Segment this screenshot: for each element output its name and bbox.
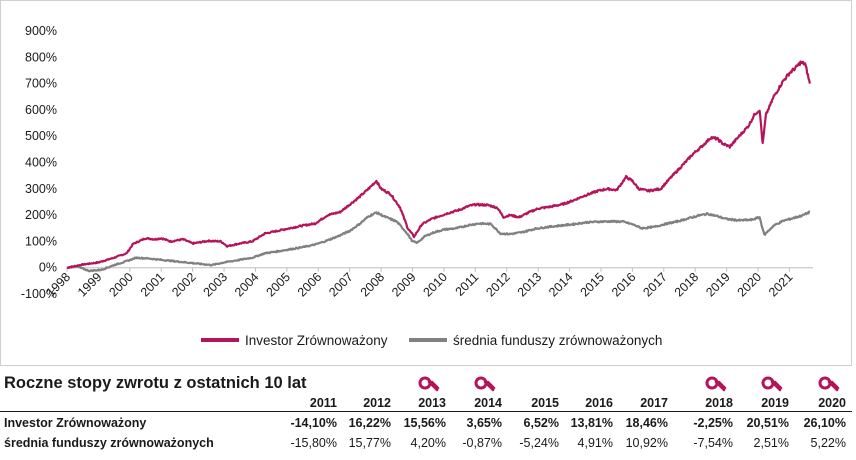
chart-panel: -100% 0% 100% 200% 300% 400% 500% 600% 700% 800% 9… (0, 0, 852, 366)
year-header: 2015 (531, 396, 559, 410)
returns-cell: 16,22% (348, 416, 391, 430)
returns-cell: -0,87% (462, 436, 502, 450)
x-tick-label: 2009 (389, 270, 419, 300)
returns-cell: 10,92% (625, 436, 668, 450)
table-divider (0, 411, 852, 412)
returns-row-label: średnia funduszy zrównoważonych (4, 436, 214, 450)
y-tick-label: 400% (25, 156, 57, 170)
x-tick-label: 2020 (735, 270, 765, 300)
x-tick-label: 1999 (75, 270, 105, 300)
x-tick-label: 2007 (326, 270, 356, 300)
chart-legend: Investor Zrównoważony średnia funduszy z… (201, 333, 662, 348)
legend-label-average: średnia funduszy zrównoważonych (453, 333, 662, 348)
x-tick-label: 2019 (703, 270, 733, 300)
x-tick-label: 2000 (106, 270, 136, 300)
award-badge-icon (761, 376, 783, 392)
x-tick-label: 2011 (453, 270, 482, 299)
returns-cell: -15,80% (290, 436, 337, 450)
year-header: 2020 (818, 396, 846, 410)
year-header: 2013 (418, 396, 446, 410)
y-axis-ticks: -100% 0% 100% 200% 300% 400% 500% 600% 700% 800% 9… (21, 24, 57, 301)
year-header: 2017 (640, 396, 668, 410)
x-tick-label: 2018 (672, 270, 702, 300)
x-tick-label: 2008 (358, 270, 388, 300)
returns-table-title: Roczne stopy zwrotu z ostatnich 10 lat (4, 374, 307, 392)
x-tick-label: 2015 (578, 270, 608, 300)
returns-cell: -5,24% (519, 436, 559, 450)
x-tick-label: 2005 (263, 270, 293, 300)
line-chart: -100% 0% 100% 200% 300% 400% 500% 600% 700% 800% 9… (21, 24, 813, 348)
returns-cell: -2,25% (693, 416, 733, 430)
x-tick-label: 2016 (609, 270, 639, 300)
award-badge-icon (474, 376, 496, 392)
x-tick-label: 2001 (138, 270, 168, 300)
series-line-investor (66, 60, 811, 269)
y-tick-label: 200% (25, 208, 57, 222)
legend-label-investor: Investor Zrównoważony (245, 333, 388, 348)
x-axis-ticks: 1998 1999 2000 2001 2002 2003 2004 2005 2006 2007… (44, 267, 796, 300)
returns-cell: 18,46% (625, 416, 668, 430)
year-header: 2016 (585, 396, 613, 410)
returns-cell: 13,81% (570, 416, 613, 430)
year-header: 2012 (363, 396, 391, 410)
year-header: 2019 (761, 396, 789, 410)
returns-cell: 5,22% (810, 436, 846, 450)
y-tick-label: 800% (25, 50, 57, 64)
award-badge-icon (418, 376, 440, 392)
returns-cell: 4,91% (577, 436, 613, 450)
year-header: 2011 (309, 396, 337, 410)
y-tick-label: 900% (25, 24, 57, 38)
returns-cell: 20,51% (746, 416, 789, 430)
y-tick-label: 600% (25, 103, 57, 117)
award-badge-icon (818, 376, 840, 392)
returns-cell: -14,10% (290, 416, 337, 430)
x-tick-label: 2002 (169, 270, 199, 300)
x-tick-label: 2021 (766, 270, 796, 300)
returns-cell: 15,77% (348, 436, 391, 450)
series-lines (66, 60, 811, 273)
annual-returns-table: Roczne stopy zwrotu z ostatnich 10 lat 2… (0, 370, 856, 460)
returns-cell: 26,10% (803, 416, 846, 430)
returns-cell: 3,65% (466, 416, 502, 430)
y-tick-label: 700% (25, 77, 57, 91)
y-tick-label: 300% (25, 182, 57, 196)
x-tick-label: 2013 (515, 270, 545, 300)
returns-cell: 4,20% (410, 436, 446, 450)
series-line-average (66, 210, 811, 273)
y-tick-label: 100% (25, 234, 57, 248)
returns-cell: 6,52% (523, 416, 559, 430)
y-tick-label: 0% (39, 261, 57, 275)
x-tick-label: 2004 (232, 270, 262, 300)
x-tick-label: 2012 (483, 270, 513, 300)
award-badge-icon (705, 376, 727, 392)
returns-row-label: Investor Zrównoważony (4, 416, 147, 430)
x-tick-label: 2014 (546, 270, 576, 300)
year-header: 2018 (705, 396, 733, 410)
returns-cell: 2,51% (753, 436, 789, 450)
x-tick-label: 2003 (201, 270, 231, 300)
x-tick-label: 2017 (640, 270, 670, 300)
y-tick-label: -100% (21, 287, 57, 301)
returns-cell: 15,56% (403, 416, 446, 430)
y-tick-label: 500% (25, 129, 57, 143)
x-tick-label: 2010 (420, 270, 450, 300)
returns-cell: -7,54% (693, 436, 733, 450)
x-tick-label: 2006 (295, 270, 325, 300)
year-header: 2014 (474, 396, 502, 410)
